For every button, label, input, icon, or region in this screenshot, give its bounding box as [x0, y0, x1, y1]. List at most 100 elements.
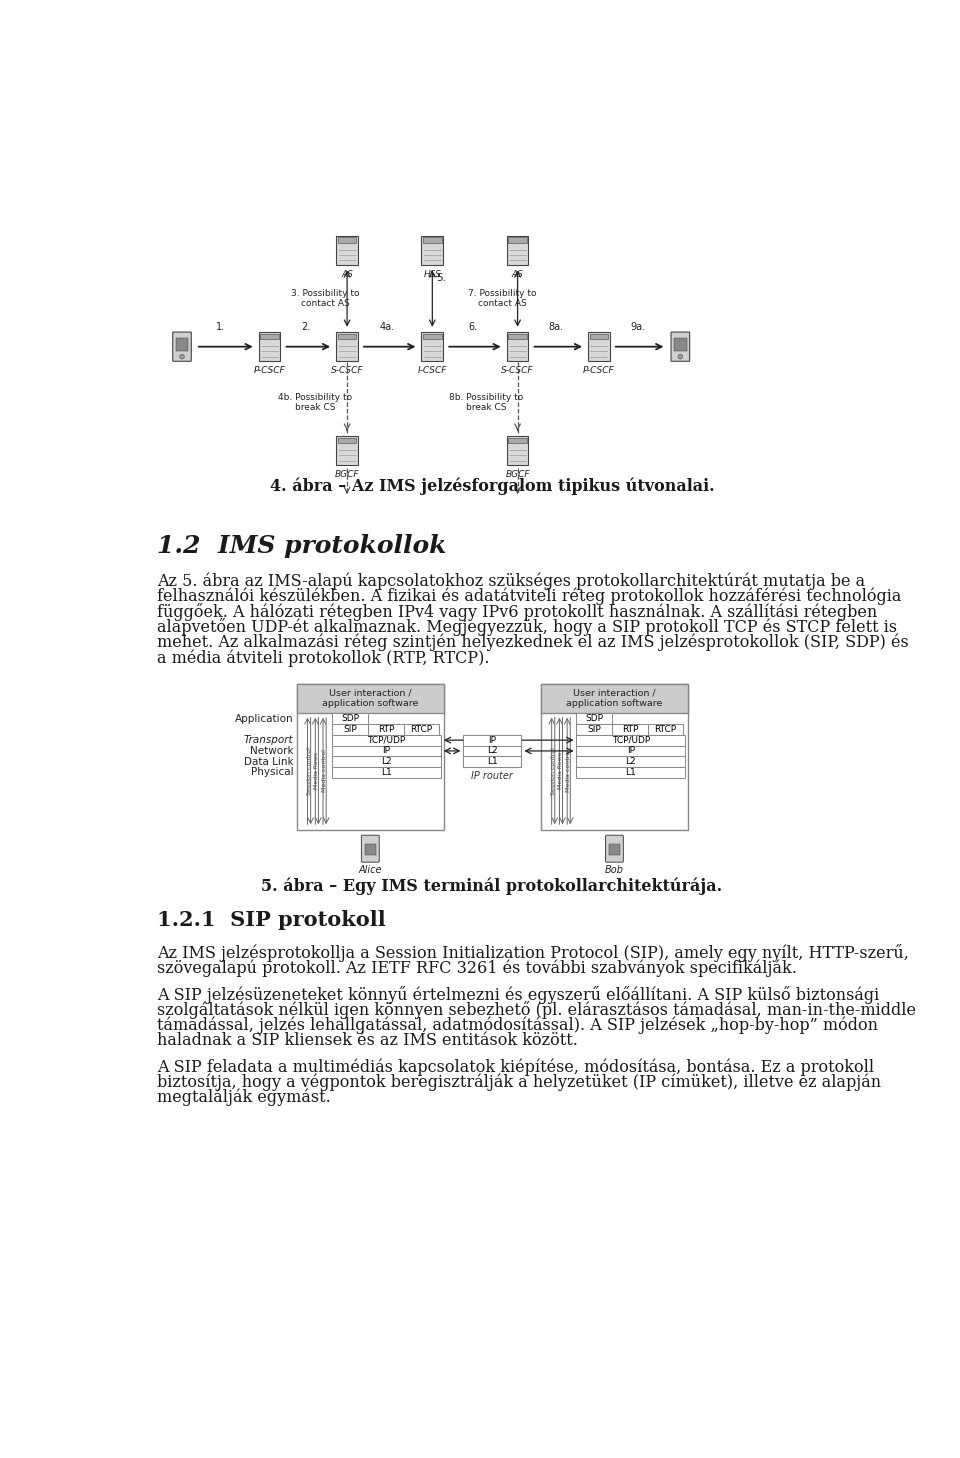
Text: Session control: Session control: [306, 746, 312, 795]
Text: AS: AS: [512, 270, 523, 278]
Text: Session control: Session control: [551, 746, 556, 795]
FancyBboxPatch shape: [173, 332, 191, 362]
Text: Physical: Physical: [251, 767, 294, 777]
Text: Media control: Media control: [323, 749, 327, 792]
Bar: [332, 725, 368, 735]
Bar: [423, 238, 442, 242]
Text: biztosítja, hogy a végpontok beregisztrálják a helyzetüket (IP címüket), illetve: biztosítja, hogy a végpontok beregisztrá…: [157, 1073, 881, 1091]
Text: 4b. Possibility to
break CS: 4b. Possibility to break CS: [278, 392, 352, 413]
Text: RTP: RTP: [622, 725, 638, 733]
Bar: [336, 236, 358, 265]
Text: IP: IP: [488, 736, 496, 745]
Text: 8a.: 8a.: [548, 322, 564, 332]
Text: BGCF: BGCF: [505, 469, 530, 478]
Text: Application: Application: [235, 713, 294, 723]
Text: haladnak a SIP kliensek és az IMS entitások között.: haladnak a SIP kliensek és az IMS entitá…: [157, 1032, 578, 1048]
Text: SIP: SIP: [588, 725, 601, 733]
Text: 1.2.1  SIP protokoll: 1.2.1 SIP protokoll: [157, 910, 386, 930]
Bar: [464, 757, 521, 767]
Text: IP router: IP router: [471, 771, 513, 781]
Text: L1: L1: [381, 768, 392, 777]
Text: SDP: SDP: [341, 714, 359, 723]
Text: L2: L2: [381, 757, 392, 767]
Text: S-CSCF: S-CSCF: [331, 366, 363, 375]
Bar: [576, 745, 685, 757]
Bar: [464, 735, 521, 767]
Text: Media control: Media control: [566, 749, 571, 792]
Text: A SIP jelzésüzeneteket könnyű értelmezni és egyszerű előállítani. A SIP külső bi: A SIP jelzésüzeneteket könnyű értelmezni…: [157, 986, 879, 1003]
Bar: [336, 436, 358, 465]
Bar: [540, 684, 688, 830]
FancyBboxPatch shape: [671, 332, 689, 362]
Bar: [507, 436, 528, 465]
Text: mehet. Az alkalmazási réteg szintjén helyezkednek el az IMS jelzésprotokollok (S: mehet. Az alkalmazási réteg szintjén hel…: [157, 634, 909, 652]
Text: RTCP: RTCP: [411, 725, 433, 733]
Bar: [507, 236, 528, 265]
Text: RTCP: RTCP: [655, 725, 677, 733]
Text: szolgáltatások nélkül igen könnyen sebezhető (pl. elárasztásos támadásal, man-in: szolgáltatások nélkül igen könnyen sebez…: [157, 1002, 916, 1019]
Bar: [332, 745, 441, 757]
Bar: [648, 725, 684, 735]
Bar: [176, 338, 188, 350]
Text: A SIP feladata a multimédiás kapcsolatok kiépítése, módosítása, bontása. Ez a pr: A SIP feladata a multimédiás kapcsolatok…: [157, 1059, 875, 1076]
Text: User interaction /
application software: User interaction / application software: [323, 688, 419, 709]
Bar: [260, 334, 278, 338]
Text: RTP: RTP: [377, 725, 394, 733]
Text: HSS: HSS: [423, 270, 442, 278]
Bar: [332, 735, 441, 745]
Bar: [365, 844, 375, 854]
Text: 9a.: 9a.: [630, 322, 645, 332]
Text: Data Link: Data Link: [244, 757, 294, 767]
Text: 5.: 5.: [437, 273, 446, 283]
Text: 6.: 6.: [468, 322, 477, 332]
Text: megtalálják egymást.: megtalálják egymást.: [157, 1089, 331, 1107]
Text: felhasználói készülékben. A fizikai és adatátviteli réteg protokollok hozzáférés: felhasználói készülékben. A fizikai és a…: [157, 588, 901, 605]
Bar: [464, 735, 521, 745]
Bar: [609, 844, 620, 854]
Bar: [576, 713, 612, 725]
Text: I-CSCF: I-CSCF: [418, 366, 447, 375]
Text: Transport: Transport: [244, 735, 294, 745]
Bar: [338, 334, 356, 338]
Text: L1: L1: [625, 768, 636, 777]
Bar: [674, 338, 686, 350]
Bar: [588, 332, 610, 362]
Bar: [423, 334, 442, 338]
Bar: [336, 332, 358, 362]
Text: Alice: Alice: [359, 865, 382, 875]
Bar: [464, 745, 521, 757]
Bar: [332, 713, 368, 725]
Text: AS: AS: [341, 270, 353, 278]
Text: P-CSCF: P-CSCF: [583, 366, 614, 375]
Bar: [576, 757, 685, 767]
Bar: [508, 334, 527, 338]
Text: 2.: 2.: [301, 322, 311, 332]
Text: függőek. A hálózati rétegben IPv4 vagy IPv6 protokollt használnak. A szállítási : függőek. A hálózati rétegben IPv4 vagy I…: [157, 604, 877, 621]
Text: IP: IP: [627, 746, 635, 755]
Bar: [332, 757, 441, 767]
Text: BGCF: BGCF: [335, 469, 359, 478]
Bar: [297, 684, 444, 713]
Text: TCP/UDP: TCP/UDP: [368, 736, 406, 745]
Text: Network: Network: [250, 746, 294, 755]
Text: 5. ábra – Egy IMS terminál protokollarchitektúrája.: 5. ábra – Egy IMS terminál protokollarch…: [261, 878, 723, 895]
Bar: [332, 767, 441, 779]
Bar: [540, 684, 688, 713]
Bar: [297, 684, 444, 830]
Text: L2: L2: [487, 746, 497, 755]
Text: Media flows: Media flows: [314, 752, 320, 789]
Text: SDP: SDP: [586, 714, 603, 723]
Bar: [259, 332, 280, 362]
Bar: [576, 725, 612, 735]
Circle shape: [678, 354, 683, 359]
Bar: [508, 437, 527, 443]
Text: L1: L1: [487, 757, 497, 767]
Bar: [576, 767, 685, 779]
Text: szövegalapú protokoll. Az IETF RFC 3261 és további szabványok specifikálják.: szövegalapú protokoll. Az IETF RFC 3261 …: [157, 959, 797, 977]
Text: Az 5. ábra az IMS-alapú kapcsolatokhoz szükséges protokollarchitektúrát mutatja : Az 5. ábra az IMS-alapú kapcsolatokhoz s…: [157, 573, 865, 590]
Text: a média átviteli protokollok (RTP, RTCP).: a média átviteli protokollok (RTP, RTCP)…: [157, 649, 490, 666]
Text: Bob: Bob: [605, 865, 624, 875]
Text: 4. ábra – Az IMS jelzésforgalom tipikus útvonalai.: 4. ábra – Az IMS jelzésforgalom tipikus …: [270, 478, 714, 496]
Text: Az IMS jelzésprotokollja a Session Initialization Protocol (SIP), amely egy nyíl: Az IMS jelzésprotokollja a Session Initi…: [157, 945, 909, 962]
Circle shape: [180, 354, 184, 359]
